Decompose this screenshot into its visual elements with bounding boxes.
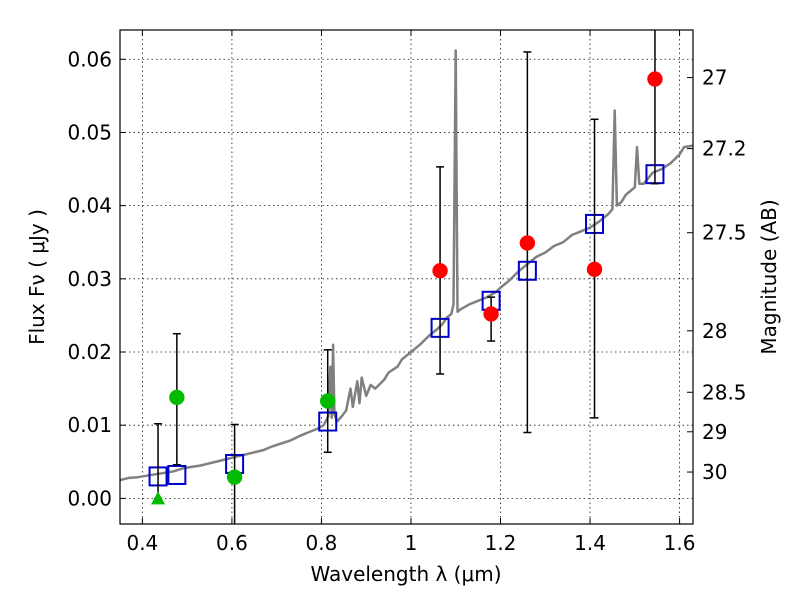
right-axis-label: Magnitude (AB) [757, 199, 781, 354]
y-tick-label: 0.02 [67, 340, 112, 364]
x-tick-label: 1.4 [574, 531, 606, 555]
axis-ticks: 0.4 0.6 0.8 1 1.2 1.4 1.6 0.00 0.01 0.02 0.03 0.04 0… [67, 30, 747, 555]
y-axis-label: Flux Fν ( μJy ) [25, 209, 49, 345]
data-layer [148, 30, 665, 524]
y-tick-label: 0.03 [67, 267, 112, 291]
green-flux-point [169, 389, 185, 406]
x-axis-label: Wavelength λ (μm) [310, 562, 501, 586]
model-layer [119, 49, 694, 482]
right-tick-label: 27.5 [702, 221, 747, 245]
red-flux-point [483, 306, 499, 322]
x-tick-label: 1.2 [485, 531, 517, 555]
right-tick-label: 30 [702, 460, 727, 484]
model-photometry-square [167, 464, 187, 485]
right-tick-label: 27 [702, 66, 727, 90]
right-tick-label: 28.5 [702, 380, 747, 404]
upper-limit-triangle [151, 491, 166, 505]
x-tick-label: 1.6 [664, 531, 696, 555]
y-tick-label: 0.05 [67, 120, 112, 144]
model-sed-line [119, 49, 694, 482]
right-tick-label: 27.2 [702, 137, 747, 161]
grid-lines [120, 30, 693, 524]
green-flux-point [226, 469, 243, 485]
red-flux-point [586, 261, 603, 278]
right-tick-label: 28 [702, 319, 727, 343]
y-tick-label: 0.00 [67, 486, 112, 510]
red-flux-point [647, 71, 663, 87]
y-tick-label: 0.01 [67, 413, 112, 437]
x-tick-label: 0.6 [216, 531, 248, 555]
red-flux-point [519, 235, 536, 251]
green-flux-point [319, 393, 336, 409]
right-tick-label: 29 [702, 420, 727, 444]
y-tick-label: 0.06 [67, 47, 112, 71]
plot-frame [119, 29, 694, 525]
x-tick-label: 0.4 [126, 531, 158, 555]
x-tick-label: 0.8 [306, 531, 338, 555]
x-tick-label: 1 [405, 531, 418, 555]
red-flux-point [432, 263, 448, 279]
y-tick-label: 0.04 [67, 194, 112, 218]
